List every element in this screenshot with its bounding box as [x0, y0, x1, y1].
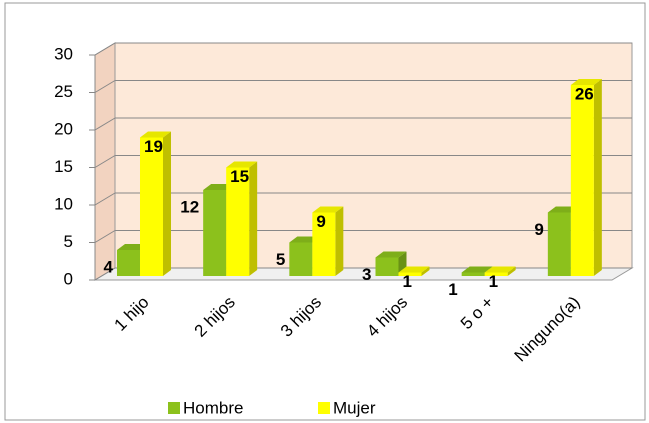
grid-line: [94, 117, 116, 131]
bar-side: [163, 131, 171, 276]
bar-side: [335, 206, 344, 276]
value-label: 5: [276, 250, 285, 269]
bar-top: [140, 131, 171, 138]
y-tick-label: 25: [54, 82, 73, 101]
value-label: 26: [575, 84, 594, 103]
bar: [398, 272, 422, 276]
bar: [140, 137, 163, 276]
bar-side: [421, 266, 430, 276]
bar: [312, 212, 336, 276]
bar-top: [398, 266, 430, 273]
bar: [203, 190, 227, 276]
grid-line: [94, 192, 116, 206]
value-label: 19: [144, 137, 163, 156]
y-tick-label: 30: [54, 44, 73, 63]
bar: [570, 85, 594, 276]
bar-top: [312, 206, 344, 213]
value-label: 4: [104, 257, 114, 276]
value-label: 9: [316, 212, 325, 231]
bar-top: [375, 251, 407, 258]
value-label: 9: [534, 220, 543, 239]
legend-label: Mujer: [333, 398, 376, 417]
grid-line: [94, 155, 116, 168]
legend: Hombre Mujer: [168, 398, 376, 417]
grid-line: [94, 42, 116, 56]
y-tick-label: 5: [64, 232, 73, 251]
bar: [375, 257, 399, 276]
bar: [289, 242, 313, 276]
grid-line: [94, 267, 116, 281]
bar-side: [249, 161, 258, 276]
y-tick-label: 15: [54, 157, 73, 176]
bar-top: [484, 266, 516, 273]
bar-side: [507, 266, 516, 276]
legend-label: Hombre: [183, 398, 243, 417]
value-label: 1: [448, 280, 457, 299]
grid-line: [94, 230, 116, 243]
bar: [484, 272, 508, 276]
value-label: 15: [230, 167, 249, 186]
bar-top: [570, 79, 602, 85]
y-tick-label: 10: [54, 194, 73, 213]
bar: [226, 167, 250, 276]
bar: [461, 272, 485, 276]
y-tick-label: 20: [54, 119, 73, 138]
y-tick-label: 0: [64, 269, 73, 288]
value-label: 1: [489, 272, 498, 291]
value-label: 12: [180, 197, 199, 216]
legend-swatch: [168, 402, 180, 414]
bar-top: [461, 266, 493, 273]
bar: [547, 212, 571, 276]
value-label: 1: [403, 272, 412, 291]
grid-line: [94, 80, 116, 93]
bar-side: [593, 79, 602, 276]
bar-top: [226, 161, 258, 168]
bar: [117, 250, 140, 276]
legend-swatch: [318, 402, 330, 414]
value-label: 3: [362, 265, 371, 284]
